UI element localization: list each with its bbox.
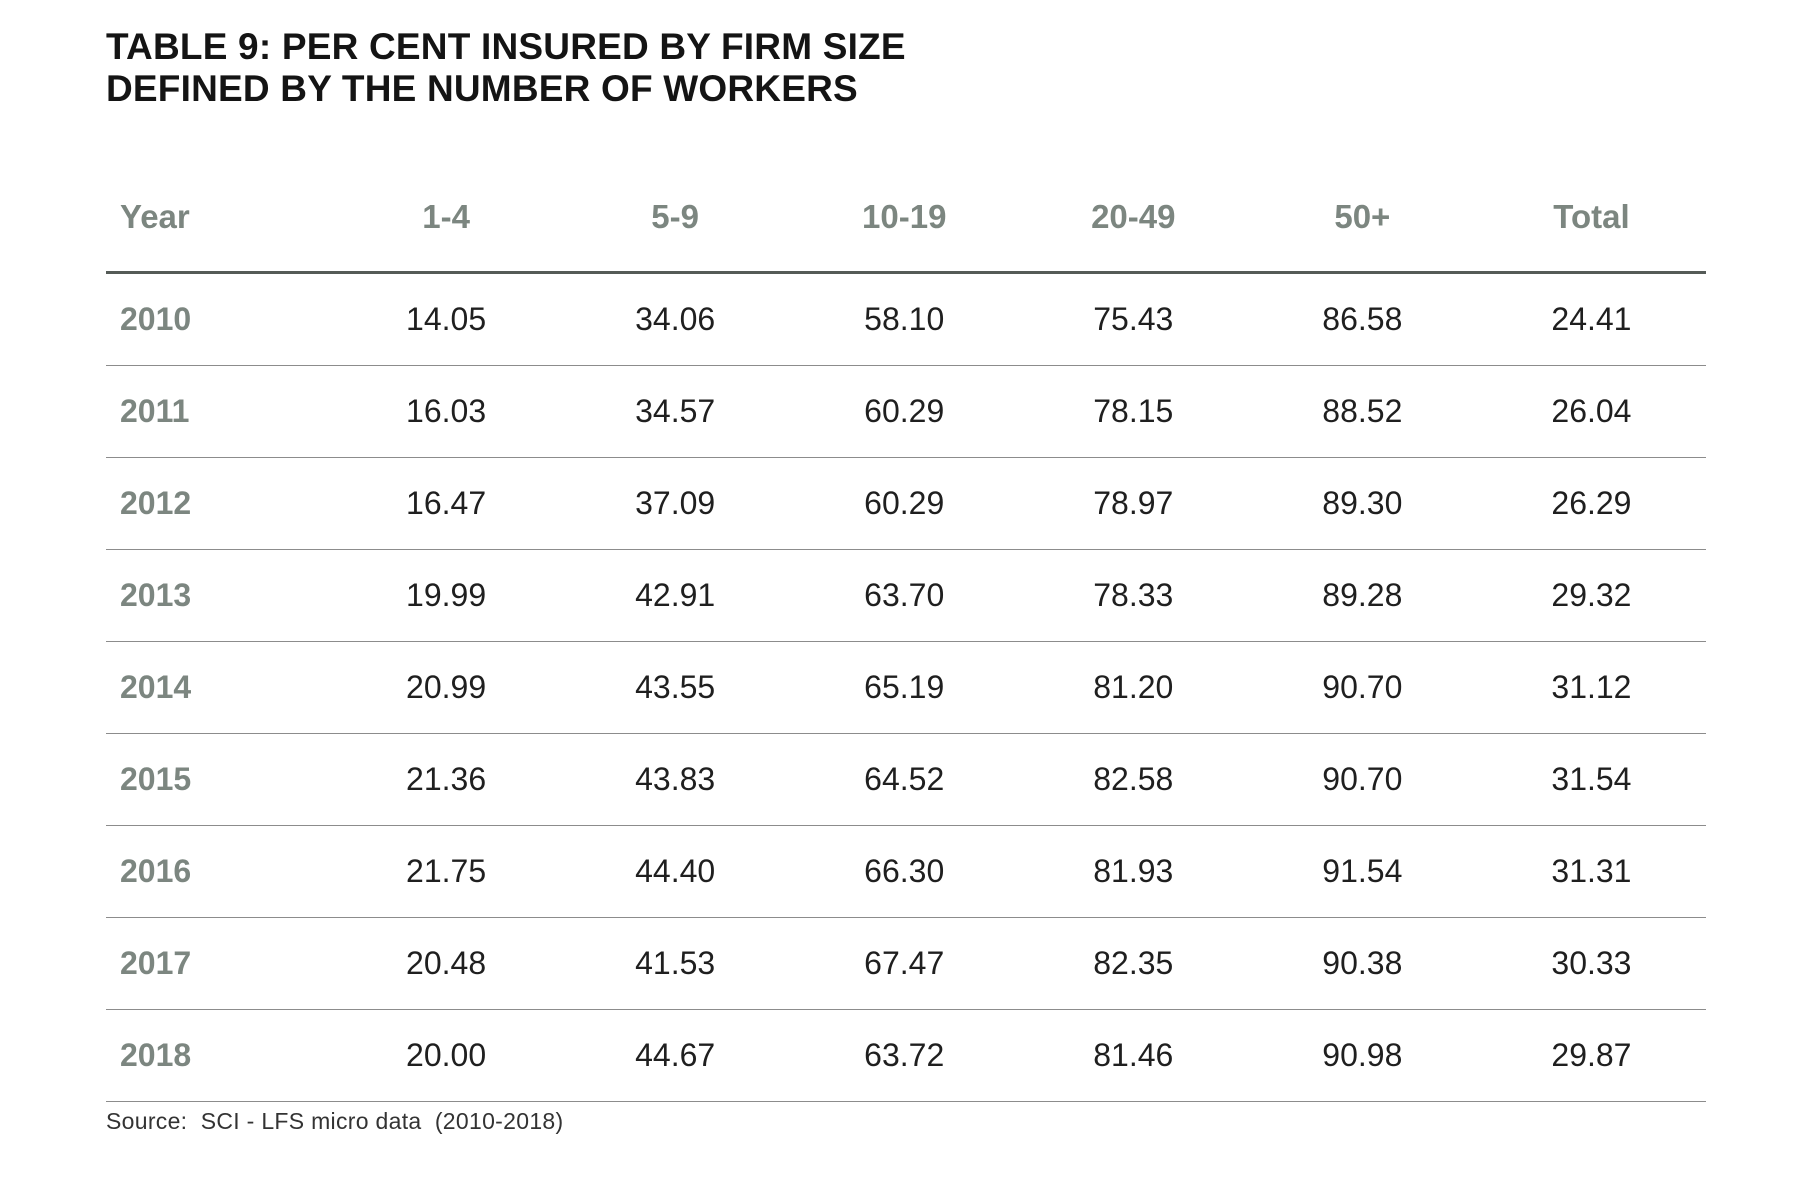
table-cell-total: 26.04 (1476, 365, 1706, 458)
table-cell-year: 2013 (106, 549, 332, 642)
table-cell-50-plus: 90.38 (1247, 917, 1477, 1010)
table-row: 2013 19.99 42.91 63.70 78.33 89.28 29.32 (106, 549, 1706, 642)
table-title: TABLE 9: PER CENT INSURED BY FIRM SIZE D… (106, 26, 1706, 110)
table-cell-year: 2010 (106, 272, 332, 366)
table-cell-5-9: 41.53 (560, 917, 790, 1010)
table-cell-1-4: 21.36 (331, 733, 561, 826)
table-cell-10-19: 60.29 (789, 365, 1019, 458)
table-cell-10-19: 64.52 (789, 733, 1019, 826)
column-header-10-19: 10-19 (789, 163, 1019, 274)
table-cell-year: 2014 (106, 641, 332, 734)
table-cell-50-plus: 90.70 (1247, 733, 1477, 826)
table-row: 2014 20.99 43.55 65.19 81.20 90.70 31.12 (106, 641, 1706, 734)
table-cell-year: 2015 (106, 733, 332, 826)
table-cell-50-plus: 91.54 (1247, 825, 1477, 918)
table-cell-1-4: 21.75 (331, 825, 561, 918)
insured-by-firm-size-table: Year 1-4 5-9 10-19 20-49 50+ Total 2010 1… (106, 163, 1706, 1102)
table-row: 2011 16.03 34.57 60.29 78.15 88.52 26.04 (106, 365, 1706, 458)
table-cell-50-plus: 89.28 (1247, 549, 1477, 642)
table-cell-total: 26.29 (1476, 457, 1706, 550)
column-header-50-plus: 50+ (1247, 163, 1477, 274)
table-cell-5-9: 34.57 (560, 365, 790, 458)
table-cell-5-9: 37.09 (560, 457, 790, 550)
table-cell-1-4: 20.00 (331, 1009, 561, 1102)
column-header-total: Total (1476, 163, 1706, 274)
table-cell-total: 30.33 (1476, 917, 1706, 1010)
table-cell-1-4: 20.99 (331, 641, 561, 734)
table-row: 2018 20.00 44.67 63.72 81.46 90.98 29.87 (106, 1009, 1706, 1102)
table-cell-total: 29.87 (1476, 1009, 1706, 1102)
table-cell-total: 31.31 (1476, 825, 1706, 918)
table-cell-5-9: 42.91 (560, 549, 790, 642)
table-cell-1-4: 14.05 (331, 272, 561, 366)
table-cell-1-4: 16.03 (331, 365, 561, 458)
table-cell-year: 2011 (106, 365, 332, 458)
table-header-row: Year 1-4 5-9 10-19 20-49 50+ Total (106, 163, 1706, 274)
table-cell-year: 2012 (106, 457, 332, 550)
table-cell-year: 2018 (106, 1009, 332, 1102)
table-cell-total: 31.12 (1476, 641, 1706, 734)
table-title-line-1: TABLE 9: PER CENT INSURED BY FIRM SIZE (106, 26, 906, 67)
table-cell-total: 29.32 (1476, 549, 1706, 642)
table-row: 2016 21.75 44.40 66.30 81.93 91.54 31.31 (106, 825, 1706, 918)
column-header-year: Year (106, 163, 332, 274)
source-note: Source: SCI - LFS micro data (2010-2018) (106, 1108, 564, 1134)
table-row: 2010 14.05 34.06 58.10 75.43 86.58 24.41 (106, 272, 1706, 366)
table-row: 2012 16.47 37.09 60.29 78.97 89.30 26.29 (106, 457, 1706, 550)
column-header-20-49: 20-49 (1018, 163, 1248, 274)
column-header-1-4: 1-4 (331, 163, 561, 274)
table-cell-50-plus: 89.30 (1247, 457, 1477, 550)
document-page: TABLE 9: PER CENT INSURED BY FIRM SIZE D… (106, 26, 1706, 1134)
table-cell-20-49: 81.93 (1018, 825, 1248, 918)
table-cell-20-49: 81.20 (1018, 641, 1248, 734)
table-cell-20-49: 78.33 (1018, 549, 1248, 642)
table-cell-1-4: 19.99 (331, 549, 561, 642)
table-cell-20-49: 81.46 (1018, 1009, 1248, 1102)
table-cell-1-4: 16.47 (331, 457, 561, 550)
table-cell-5-9: 43.83 (560, 733, 790, 826)
table-cell-year: 2016 (106, 825, 332, 918)
table-row: 2017 20.48 41.53 67.47 82.35 90.38 30.33 (106, 917, 1706, 1010)
table-cell-20-49: 78.15 (1018, 365, 1248, 458)
table-row: 2015 21.36 43.83 64.52 82.58 90.70 31.54 (106, 733, 1706, 826)
table-cell-10-19: 63.72 (789, 1009, 1019, 1102)
table-cell-50-plus: 90.98 (1247, 1009, 1477, 1102)
table-cell-5-9: 44.40 (560, 825, 790, 918)
column-header-5-9: 5-9 (560, 163, 790, 274)
table-cell-20-49: 75.43 (1018, 272, 1248, 366)
table-cell-year: 2017 (106, 917, 332, 1010)
table-cell-50-plus: 88.52 (1247, 365, 1477, 458)
table-cell-20-49: 78.97 (1018, 457, 1248, 550)
table-cell-5-9: 43.55 (560, 641, 790, 734)
table-cell-20-49: 82.35 (1018, 917, 1248, 1010)
table-cell-5-9: 44.67 (560, 1009, 790, 1102)
table-title-line-2: DEFINED BY THE NUMBER OF WORKERS (106, 68, 858, 109)
table-cell-10-19: 63.70 (789, 549, 1019, 642)
table-cell-1-4: 20.48 (331, 917, 561, 1010)
table-body: 2010 14.05 34.06 58.10 75.43 86.58 24.41 2011 16… (106, 272, 1706, 1102)
table-cell-10-19: 67.47 (789, 917, 1019, 1010)
table-cell-20-49: 82.58 (1018, 733, 1248, 826)
table-cell-50-plus: 90.70 (1247, 641, 1477, 734)
table-cell-10-19: 60.29 (789, 457, 1019, 550)
table-cell-10-19: 66.30 (789, 825, 1019, 918)
table-cell-10-19: 58.10 (789, 272, 1019, 366)
table-cell-5-9: 34.06 (560, 272, 790, 366)
table-cell-50-plus: 86.58 (1247, 272, 1477, 366)
table-cell-total: 24.41 (1476, 272, 1706, 366)
table-cell-total: 31.54 (1476, 733, 1706, 826)
table-cell-10-19: 65.19 (789, 641, 1019, 734)
